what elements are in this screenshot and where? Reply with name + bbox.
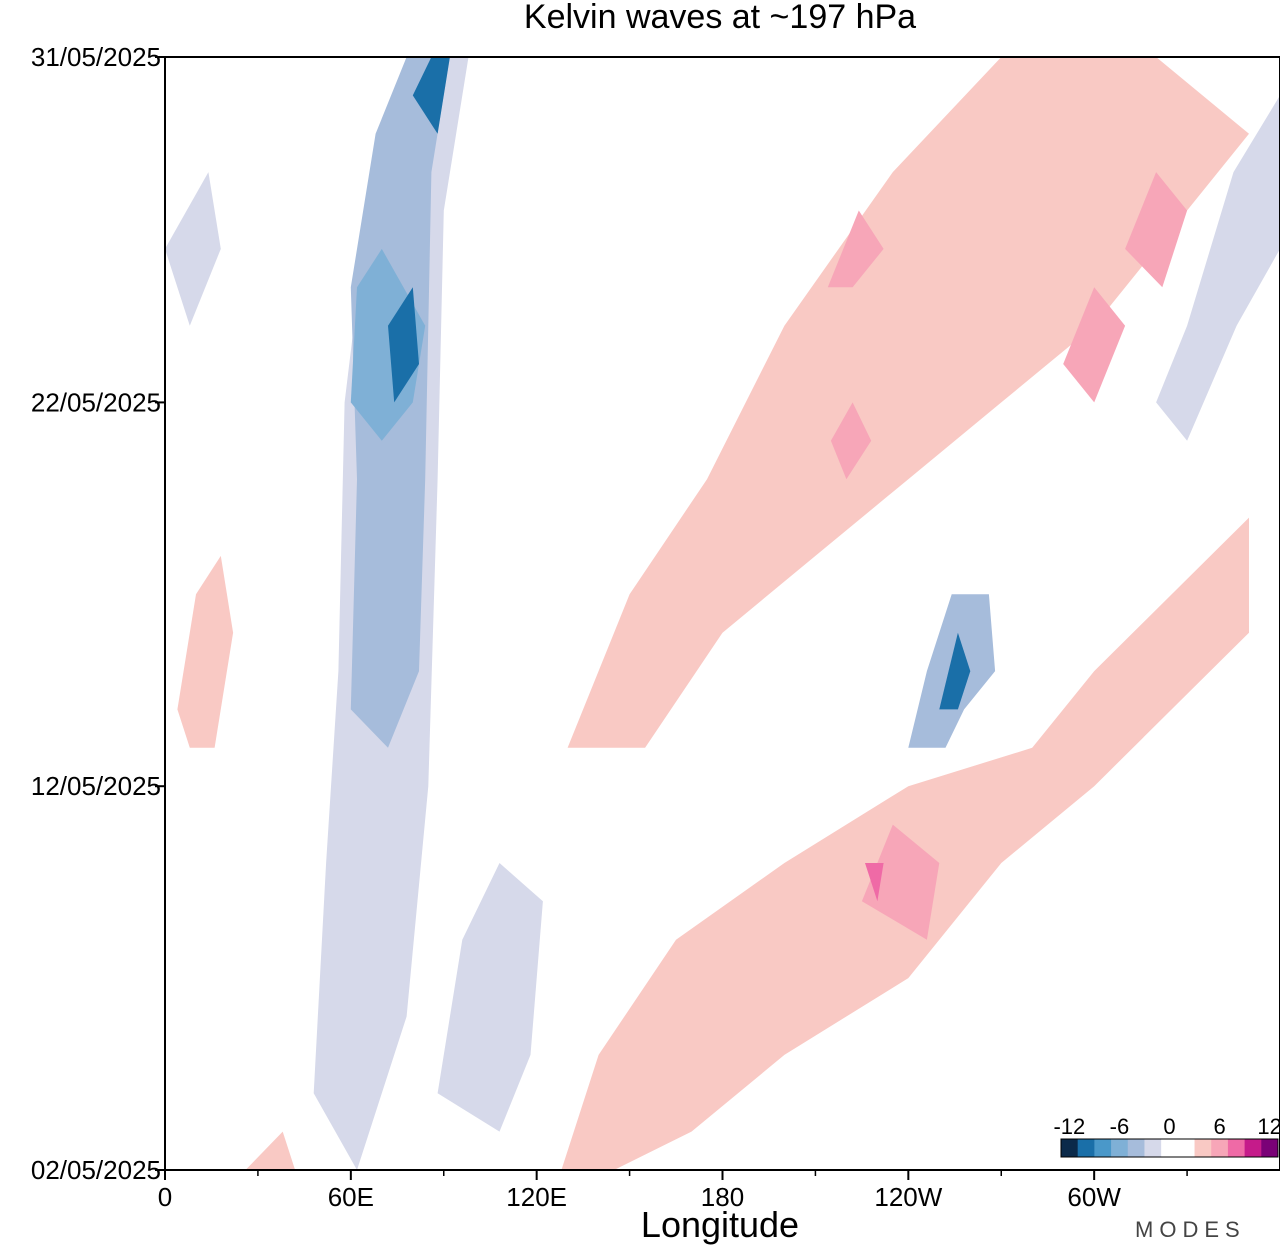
colorbar-frame [1060, 1138, 1279, 1158]
contour-positive-19 [245, 1131, 296, 1170]
colorbar-swatch [1161, 1139, 1179, 1157]
contour-negative-4 [412, 57, 450, 134]
colorbar-label: -6 [1110, 1114, 1130, 1139]
colorbar-swatch [1261, 1139, 1279, 1157]
colorbar-swatch [1127, 1139, 1145, 1157]
colorbar-swatch [1177, 1139, 1196, 1157]
colorbar-label: 6 [1213, 1114, 1225, 1139]
colorbar-swatch [1144, 1139, 1162, 1157]
contour-positive-14 [827, 210, 884, 288]
x-tick-label: 120E [506, 1182, 567, 1212]
contour-negative-2 [350, 248, 426, 441]
colorbar-label: -12 [1053, 1114, 1085, 1139]
modes-watermark: MODES [1135, 1217, 1246, 1242]
contour-positive-16 [1063, 287, 1126, 403]
y-tick-label: 02/05/2025 [31, 1155, 161, 1185]
colorbar-swatch [1194, 1139, 1212, 1157]
colorbar-swatch [1111, 1139, 1129, 1157]
x-tick-label: 60E [328, 1182, 374, 1212]
wave-contours [165, 57, 1280, 1170]
colorbar-swatch [1077, 1139, 1095, 1157]
contour-positive-18 [177, 555, 234, 748]
x-tick-label: 0 [158, 1182, 172, 1212]
y-axis: 02/05/2025 12/05/2025 22/05/2025 31/05/2025 [31, 42, 165, 1185]
colorbar-swatch [1061, 1139, 1079, 1157]
colorbar-swatch [1211, 1139, 1229, 1157]
colorbar-label: 0 [1163, 1114, 1175, 1139]
y-tick-label: 12/05/2025 [31, 771, 161, 801]
colorbar-swatch [1227, 1139, 1246, 1157]
colorbar-label: 12 [1257, 1114, 1280, 1139]
contour-negative-7 [1156, 95, 1280, 441]
y-tick-label: 22/05/2025 [31, 387, 161, 417]
contour-positive-13 [567, 57, 1249, 748]
contour-positive-17 [1125, 172, 1188, 288]
contour-negative-3 [388, 287, 419, 403]
colorbar-swatch [1244, 1139, 1262, 1157]
x-tick-label: 120W [874, 1182, 942, 1212]
contour-positive-15 [830, 402, 872, 480]
x-axis: 0 60E 120E 180 120W 60W [158, 1170, 1188, 1212]
colorbar-swatch [1094, 1139, 1112, 1157]
x-axis-label: Longitude [641, 1204, 799, 1245]
contour-positive-12 [865, 863, 884, 902]
x-tick-label: 60W [1067, 1182, 1121, 1212]
contour-negative-9 [165, 172, 221, 326]
contour-negative-8 [437, 863, 543, 1132]
x-tick-label: 180 [701, 1182, 744, 1212]
y-tick-label: 31/05/2025 [31, 42, 161, 72]
colorbar: -12 -6 0 6 12 [1053, 1114, 1280, 1158]
chart-title: Kelvin waves at ~197 hPa [524, 0, 916, 36]
contour-positive-11 [861, 824, 940, 940]
contour-negative-6 [939, 632, 971, 710]
